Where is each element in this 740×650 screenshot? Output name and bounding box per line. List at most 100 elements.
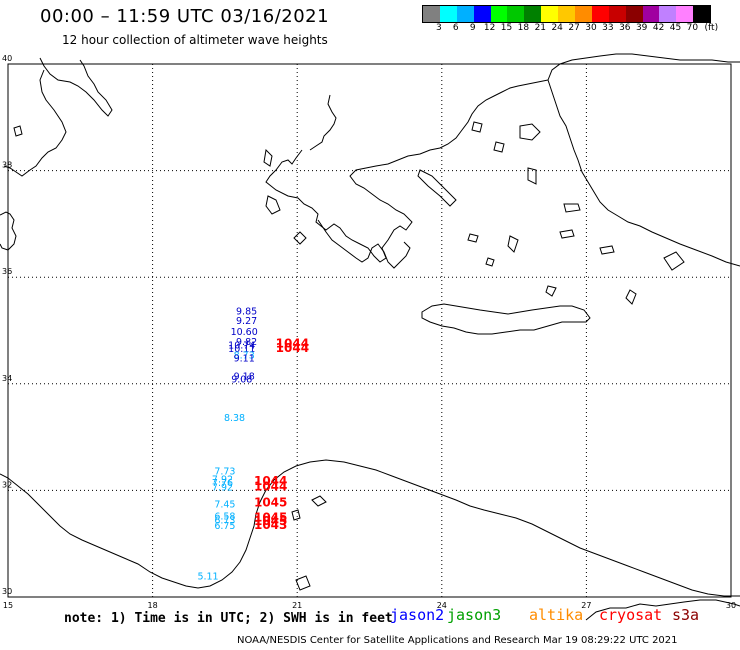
coast-greece xyxy=(265,79,549,263)
lon-label: 30 xyxy=(726,601,736,610)
wave-height-label: 7.73 xyxy=(214,466,235,477)
wave-height-label: 7.92 xyxy=(212,482,233,493)
island-cyclades-a xyxy=(467,233,479,243)
island-limnos xyxy=(493,141,505,153)
wave-height-label: 9.27 xyxy=(236,316,257,327)
wave-height-label: 7.45 xyxy=(214,499,235,510)
coast-sicily xyxy=(0,211,17,251)
color-scale xyxy=(422,5,712,23)
scale-swatch xyxy=(524,6,542,22)
scale-tick-label: 24 xyxy=(551,23,563,33)
scale-swatch xyxy=(676,6,694,22)
lon-label: 15 xyxy=(3,601,13,610)
scale-swatch xyxy=(591,6,609,22)
wave-height-label: 9.18 xyxy=(234,372,255,383)
wave-height-label: 5.11 xyxy=(197,571,218,582)
island-kos xyxy=(599,245,615,255)
island-naxos xyxy=(507,235,519,253)
scale-swatch xyxy=(541,6,559,22)
scale-swatch xyxy=(490,6,508,22)
scale-tick-label: 9 xyxy=(469,23,476,33)
map-frame xyxy=(7,63,732,598)
scale-tick-label: 6 xyxy=(452,23,459,33)
island-thasos xyxy=(471,121,483,133)
lat-label: 36 xyxy=(2,267,12,276)
wave-height-label: 8.38 xyxy=(224,413,245,424)
wave-height-label: 9.82 xyxy=(236,337,257,348)
coast-albania xyxy=(309,94,337,151)
coast-rhodes xyxy=(585,599,740,621)
satellite-legend-item: cryosat xyxy=(599,606,663,624)
axis-labels: 40 38 36 34 32 30 15 18 21 24 27 30 xyxy=(2,54,736,610)
scale-swatch xyxy=(423,6,440,22)
wave-height-label: 9.85 xyxy=(236,307,257,318)
scale-tick-label: 30 xyxy=(585,23,597,33)
scale-swatch xyxy=(558,6,576,22)
scale-swatch xyxy=(507,6,525,22)
scale-tick-label: 42 xyxy=(652,23,665,33)
island-libya-small2 xyxy=(291,509,301,521)
satellite-legend-item: s3a xyxy=(672,606,700,624)
wave-height-label: 6.58 xyxy=(214,512,235,523)
satellite-legend-item: jason3 xyxy=(447,606,502,624)
scale-swatch xyxy=(439,6,457,22)
lat-label: 32 xyxy=(2,480,12,489)
island-cyclades-b xyxy=(485,257,495,267)
satellite-legend-item: altika xyxy=(529,606,584,624)
map-subtitle: 12 hour collection of altimeter wave hei… xyxy=(62,33,328,47)
island-santorini xyxy=(545,285,557,297)
wave-height-label: 6.75 xyxy=(214,521,235,532)
color-scale-labels: 3 6 9 12 15 18 21 24 27 30 33 36 39 42 45 70 (ft) xyxy=(422,23,740,35)
wave-height-label: 9.08 xyxy=(231,375,252,386)
lat-label: 40 xyxy=(2,54,12,63)
scale-tick-label: 18 xyxy=(517,23,530,33)
scale-tick-label: 3 xyxy=(436,23,442,33)
map-grid xyxy=(7,63,732,598)
scale-tick-label: 45 xyxy=(669,23,682,33)
scale-swatch xyxy=(642,6,660,22)
wave-height-label: 1044 xyxy=(254,479,287,493)
scale-swatch xyxy=(575,6,592,22)
scale-tick-label: 12 xyxy=(483,23,496,33)
wave-height-label: 6.73 xyxy=(214,515,235,526)
scale-swatch xyxy=(659,6,677,22)
map-title: 00:00 – 11:59 UTC 03/16/2021 xyxy=(40,6,330,27)
scale-tick-label: 70 xyxy=(686,23,699,33)
lon-label: 27 xyxy=(581,601,591,610)
lat-label: 34 xyxy=(2,374,12,383)
island-lesbos xyxy=(519,123,541,141)
island-ikaria xyxy=(559,229,575,239)
lon-label: 24 xyxy=(437,601,447,610)
island-zakynthos xyxy=(293,231,307,245)
island-karpathos xyxy=(625,289,637,305)
island-corfu xyxy=(263,148,273,167)
island-sardinia-tip xyxy=(13,125,23,137)
scale-swatch xyxy=(473,6,491,22)
coast-crete xyxy=(421,303,591,335)
scale-swatch xyxy=(456,6,474,22)
scale-swatch xyxy=(625,6,643,22)
wave-height-label: 1045 xyxy=(254,514,287,528)
coast-italy xyxy=(3,57,113,177)
coast-peloponnese xyxy=(317,219,411,269)
wave-height-label: 8.73 xyxy=(234,351,255,362)
satellite-legend-item: jason2 xyxy=(390,606,445,624)
lat-label: 30 xyxy=(2,587,12,596)
wave-height-label: 7.76 xyxy=(212,478,233,489)
island-euboea xyxy=(417,169,457,207)
wave-height-label: 9.11 xyxy=(234,353,255,364)
wave-height-label: 1045 xyxy=(254,510,287,524)
wave-height-label: 10.74 xyxy=(228,341,255,352)
island-crete-small xyxy=(295,575,311,591)
island-chios xyxy=(527,167,537,185)
footer-note: note: 1) Time is in UTC; 2) SWH is in fe… xyxy=(64,611,393,626)
credit-line: NOAA/NESDIS Center for Satellite Applica… xyxy=(237,635,678,646)
wave-height-label: 1045 xyxy=(254,495,287,509)
scale-tick-label: 21 xyxy=(534,23,547,33)
wave-height-label: 1043 xyxy=(254,518,287,532)
scale-tick-label: 36 xyxy=(619,23,631,33)
scale-tick-label: 33 xyxy=(602,23,614,33)
wave-height-label: 1044 xyxy=(276,337,309,351)
